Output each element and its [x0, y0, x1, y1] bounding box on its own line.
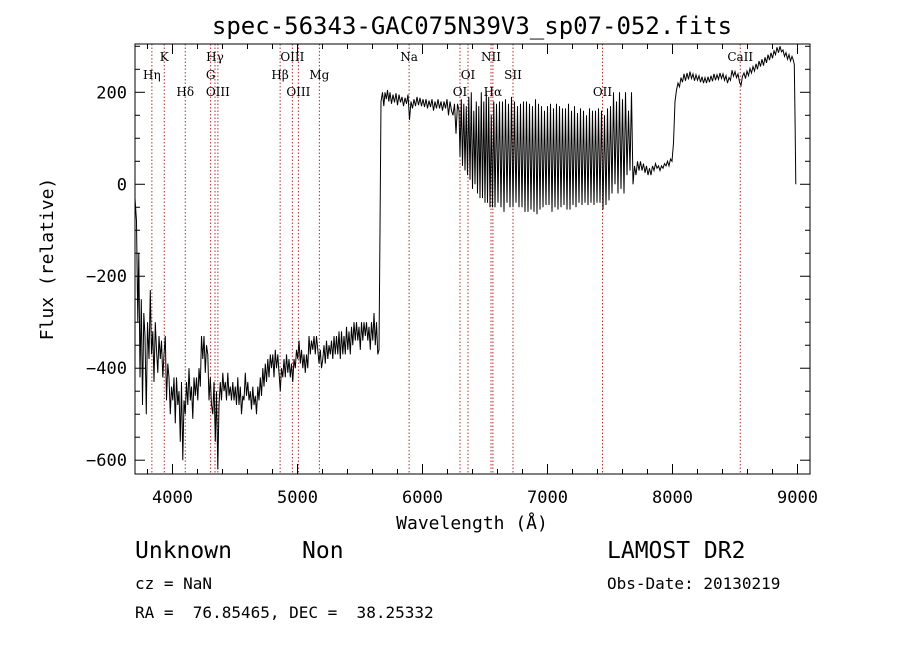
line-marker-label: Hγ — [206, 50, 224, 64]
line-marker-label: SII — [504, 68, 522, 82]
coordinates-text: RA = 76.85465, DEC = 38.25332 — [135, 603, 434, 622]
line-marker-label: Hδ — [176, 85, 194, 99]
line-marker-label: OIII — [286, 85, 310, 99]
plot-frame — [134, 43, 811, 475]
object-subclass: Non — [302, 538, 344, 564]
x-tick-label: 4000 — [152, 488, 193, 508]
redshift-text: cz = NaN — [135, 574, 213, 593]
y-tick-label: −200 — [86, 267, 127, 287]
chart-title: spec-56343-GAC075N39V3_sp07-052.fits — [212, 12, 732, 40]
line-marker-label: OII — [593, 85, 613, 99]
line-marker-label: NII — [481, 50, 501, 64]
spectrum-line — [134, 46, 797, 470]
line-marker-label: OIII — [280, 50, 304, 64]
y-axis-label: Flux (relative) — [37, 178, 58, 341]
line-marker-label: OI — [453, 85, 468, 99]
y-tick-label: 200 — [96, 83, 127, 103]
y-tick-label: −400 — [86, 359, 127, 379]
object-class: Unknown — [135, 538, 232, 564]
x-tick-label: 8000 — [652, 488, 693, 508]
obs-date: Obs-Date: 20130219 — [607, 574, 781, 593]
survey-name: LAMOST DR2 — [607, 538, 746, 564]
x-tick-label: 7000 — [527, 488, 568, 508]
y-axis-ticks: −600 −400 −200 0 200 — [86, 45, 810, 471]
x-tick-label: 5000 — [277, 488, 318, 508]
y-tick-label: 0 — [117, 175, 127, 195]
x-tick-label: 9000 — [777, 488, 818, 508]
line-marker-label: Na — [400, 50, 418, 64]
line-marker-label: CaII — [727, 50, 753, 64]
line-marker-label: Mg — [309, 68, 329, 82]
line-marker-label: G — [206, 68, 216, 82]
line-marker-label: OIII — [206, 85, 230, 99]
line-marker-label: K — [160, 50, 170, 64]
line-marker-label: Hβ — [271, 68, 288, 82]
y-tick-label: −600 — [86, 451, 127, 471]
x-tick-label: 6000 — [402, 488, 443, 508]
line-marker-label: Hη — [143, 68, 161, 82]
x-axis-ticks: 4000 5000 6000 7000 8000 9000 — [147, 44, 818, 508]
x-axis-label: Wavelength (Å) — [396, 512, 548, 534]
line-marker-label: Hα — [484, 85, 503, 99]
line-marker-label: OI — [461, 68, 476, 82]
